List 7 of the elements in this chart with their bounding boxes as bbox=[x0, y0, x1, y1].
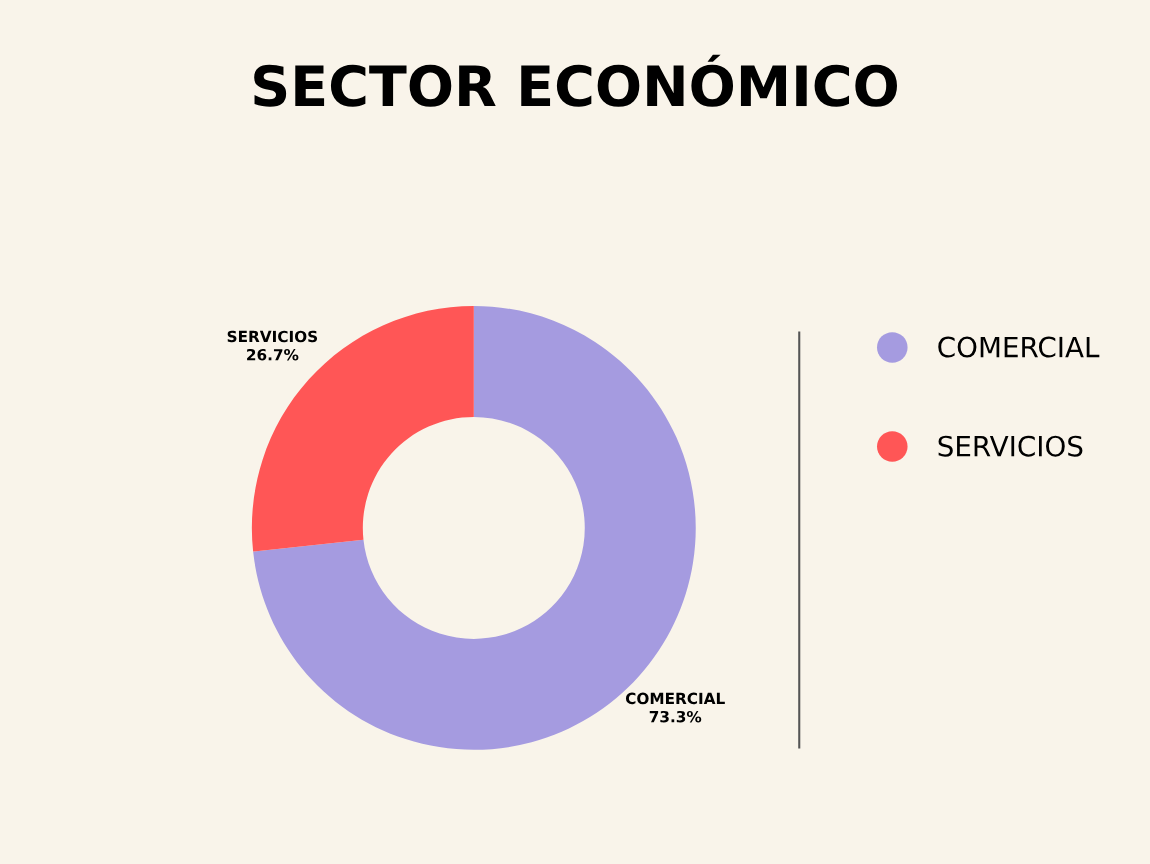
legend-label: COMERCIAL bbox=[938, 336, 1100, 358]
legend-label: SERVICIOS bbox=[938, 435, 1083, 457]
data-label: 26.7% bbox=[247, 348, 299, 361]
chart-title: SECTOR ECONÓMICO bbox=[254, 54, 897, 107]
data-label: 73.3% bbox=[649, 710, 702, 723]
slice-label: COMERCIAL bbox=[625, 692, 725, 705]
slice-label: SERVICIOS bbox=[227, 330, 318, 343]
